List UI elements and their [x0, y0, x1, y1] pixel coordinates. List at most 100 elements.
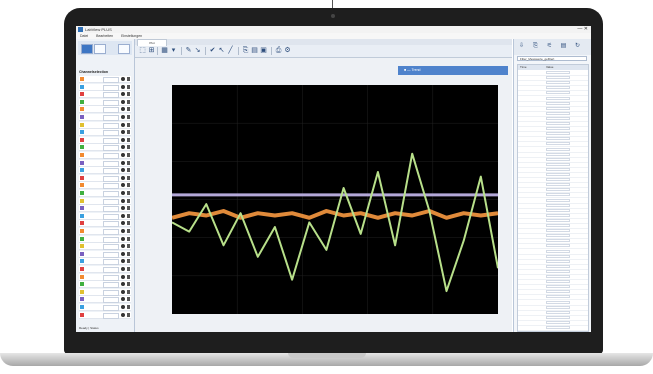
- channel-visibility-icon[interactable]: [121, 107, 125, 112]
- channel-visibility-icon[interactable]: [121, 267, 125, 271]
- table-row[interactable]: [518, 320, 588, 326]
- table-row[interactable]: [518, 75, 588, 82]
- channel-settings-icon[interactable]: [127, 221, 130, 226]
- table-icon[interactable]: ▤: [251, 47, 258, 54]
- table-row[interactable]: [518, 147, 588, 153]
- plot-canvas[interactable]: [172, 85, 498, 314]
- channel-row[interactable]: [79, 220, 131, 228]
- grid-icon[interactable]: ▦: [161, 47, 168, 54]
- channel-row[interactable]: [79, 121, 131, 129]
- channel-settings-icon[interactable]: [127, 305, 130, 309]
- table-row[interactable]: [518, 243, 588, 250]
- channel-settings-icon[interactable]: [127, 198, 130, 203]
- table-row[interactable]: [518, 315, 588, 321]
- channel-settings-icon[interactable]: [127, 274, 130, 279]
- table-row[interactable]: [518, 90, 588, 97]
- channel-value-box[interactable]: [103, 221, 119, 228]
- channel-visibility-icon[interactable]: [121, 92, 125, 97]
- channel-value-box[interactable]: [103, 274, 119, 281]
- channel-settings-icon[interactable]: [127, 282, 130, 287]
- channel-row[interactable]: [79, 288, 131, 296]
- table-row[interactable]: [518, 254, 588, 260]
- channel-visibility-icon[interactable]: [121, 289, 125, 294]
- channel-value-box[interactable]: [103, 312, 119, 319]
- channel-visibility-icon[interactable]: [121, 274, 125, 279]
- table-row[interactable]: [518, 325, 588, 331]
- channel-settings-icon[interactable]: [127, 122, 130, 127]
- channel-settings-icon[interactable]: [127, 99, 130, 104]
- table-row[interactable]: [518, 218, 588, 224]
- channel-row[interactable]: [79, 144, 131, 152]
- table-row[interactable]: [518, 101, 588, 107]
- channel-value-box[interactable]: [103, 145, 119, 152]
- channel-value-box[interactable]: [103, 289, 119, 296]
- channel-value-box[interactable]: [103, 153, 119, 159]
- table-row[interactable]: [518, 300, 588, 306]
- options-button[interactable]: [118, 44, 130, 54]
- table-row[interactable]: [518, 126, 588, 133]
- table-row[interactable]: [518, 294, 588, 301]
- channel-row[interactable]: [79, 174, 131, 182]
- window-controls[interactable]: — ✕: [577, 26, 588, 32]
- channel-settings-icon[interactable]: [127, 236, 130, 241]
- save-icon[interactable]: ▣: [260, 47, 267, 54]
- table-row[interactable]: [518, 136, 588, 143]
- table-row[interactable]: [518, 70, 588, 76]
- channel-visibility-icon[interactable]: [121, 206, 125, 211]
- channel-row[interactable]: [79, 296, 131, 304]
- table-row[interactable]: [518, 279, 588, 286]
- channel-visibility-icon[interactable]: [121, 198, 125, 203]
- channel-visibility-icon[interactable]: [121, 160, 125, 165]
- table-row[interactable]: [518, 330, 588, 331]
- channel-settings-icon[interactable]: [127, 297, 130, 302]
- table-row[interactable]: [518, 233, 588, 240]
- channel-settings-icon[interactable]: [127, 107, 130, 112]
- channel-settings-icon[interactable]: [127, 153, 130, 157]
- channel-value-box[interactable]: [103, 229, 119, 235]
- settings-icon[interactable]: ⚙: [284, 47, 291, 54]
- menu-item-edit[interactable]: Bearbeiten: [96, 34, 114, 38]
- channel-row[interactable]: [79, 243, 131, 251]
- table-row[interactable]: [518, 177, 588, 184]
- channel-visibility-icon[interactable]: [121, 191, 125, 195]
- channel-visibility-icon[interactable]: [121, 175, 125, 180]
- table-row[interactable]: [518, 111, 588, 117]
- export-icon[interactable]: ⎘: [242, 47, 249, 54]
- table-row[interactable]: [518, 259, 588, 265]
- channel-settings-icon[interactable]: [127, 213, 130, 218]
- menu-item-settings[interactable]: Einstellungen: [121, 34, 143, 38]
- table-row[interactable]: [518, 116, 588, 122]
- channel-settings-icon[interactable]: [127, 160, 130, 165]
- channel-value-box[interactable]: [103, 206, 119, 213]
- channel-value-box[interactable]: [103, 77, 119, 83]
- channel-row[interactable]: [79, 152, 131, 159]
- channel-visibility-icon[interactable]: [121, 213, 125, 218]
- channel-settings-icon[interactable]: [127, 244, 130, 249]
- channel-visibility-icon[interactable]: [121, 282, 125, 287]
- table-row[interactable]: [518, 310, 588, 316]
- channel-visibility-icon[interactable]: [121, 145, 125, 150]
- channel-settings-icon[interactable]: [127, 267, 130, 271]
- channel-value-box[interactable]: [103, 168, 119, 175]
- table-row[interactable]: [518, 80, 588, 87]
- channel-value-box[interactable]: [103, 130, 119, 137]
- channel-value-box[interactable]: [103, 305, 119, 311]
- select-icon[interactable]: ⬚: [139, 47, 146, 54]
- table-row[interactable]: [518, 203, 588, 209]
- dropdown-icon[interactable]: ▾: [171, 47, 176, 54]
- table-row[interactable]: [518, 264, 588, 270]
- channel-value-box[interactable]: [103, 122, 119, 129]
- channel-visibility-icon[interactable]: [121, 251, 125, 256]
- channel-row[interactable]: [79, 114, 131, 121]
- channel-row[interactable]: [79, 136, 131, 144]
- table-row[interactable]: [518, 274, 588, 280]
- channels-button[interactable]: [94, 44, 106, 54]
- channel-settings-icon[interactable]: [127, 115, 130, 119]
- channel-visibility-icon[interactable]: [121, 84, 125, 89]
- channel-row[interactable]: [79, 190, 131, 197]
- channel-settings-icon[interactable]: [127, 84, 130, 89]
- channel-visibility-icon[interactable]: [121, 77, 125, 81]
- channel-row[interactable]: [79, 106, 131, 114]
- channel-visibility-icon[interactable]: [121, 305, 125, 309]
- channel-settings-icon[interactable]: [127, 92, 130, 97]
